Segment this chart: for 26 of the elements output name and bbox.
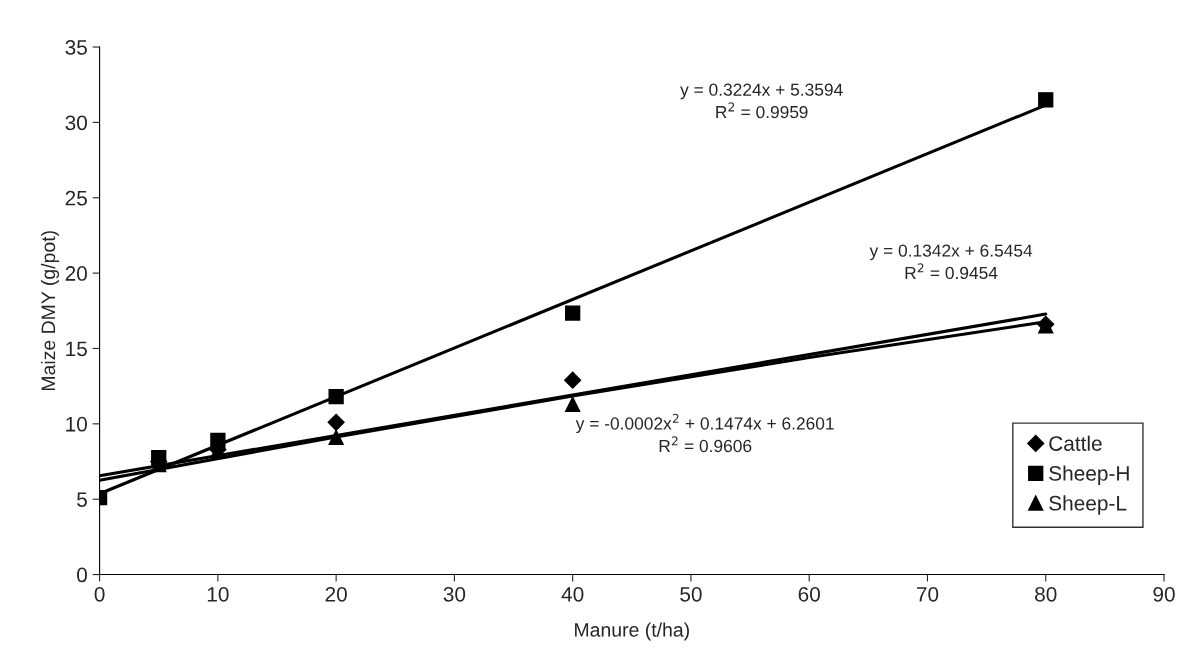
- y-tick-label: 20: [65, 266, 87, 281]
- y-tick-label: 15: [66, 341, 87, 357]
- annotation: y = 0.1342x + 6.5454 R$^{2}$ = 0.9454: [869, 244, 1033, 280]
- x-tick-label: 50: [680, 586, 702, 602]
- x-tick-label: 20: [325, 586, 347, 602]
- annotation: y = 0.3224x + 5.3594 R$^{2}$ = 0.9959: [680, 83, 843, 119]
- x-tick-label: 30: [443, 586, 466, 602]
- y-tick-label: 0: [77, 567, 87, 583]
- y-tick-label: 30: [65, 115, 87, 131]
- x-axis-title: Manure (t/ha): [575, 622, 689, 641]
- annotation: y = -0.0002x$^{2}$ + 0.1474x + 6.2601 R$^{2}$ = 0.9606: [575, 413, 834, 453]
- y-tick-label: 25: [65, 190, 87, 206]
- y-tick-label: 5: [77, 492, 87, 507]
- legend-label: Cattle: [1049, 435, 1102, 451]
- x-tick-label: 90: [1153, 586, 1175, 602]
- legend-label: Sheep-H: [1049, 465, 1129, 485]
- y-tick-label: 35: [65, 40, 87, 55]
- x-tick-label: 0: [94, 586, 105, 602]
- x-tick-label: 80: [1035, 586, 1057, 602]
- x-tick-label: 40: [561, 586, 584, 602]
- x-tick-label: 70: [916, 586, 939, 602]
- x-tick-label: 60: [798, 586, 820, 602]
- y-axis-title: Maize DMY (g/pot): [40, 231, 60, 391]
- legend-label: Sheep-L: [1049, 495, 1127, 515]
- x-tick-label: 10: [207, 586, 229, 602]
- y-tick-label: 10: [66, 416, 87, 432]
